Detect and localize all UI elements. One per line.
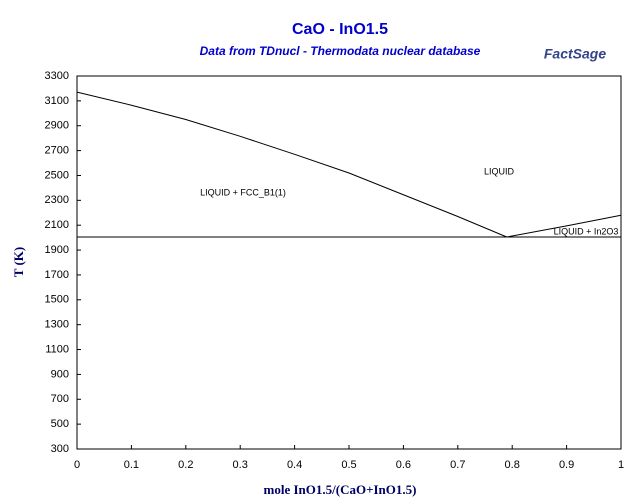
x-tick-label: 0.4: [287, 459, 302, 471]
x-tick-label: 0.5: [341, 459, 356, 471]
x-tick-label: 0.2: [178, 459, 193, 471]
y-tick-label: 3300: [45, 70, 69, 82]
y-tick-label: 1900: [45, 244, 69, 256]
plot-frame: [76, 75, 622, 450]
y-tick-label: 1500: [45, 294, 69, 306]
y-axis-label: T (K): [11, 247, 26, 277]
y-tick-label: 1300: [45, 319, 69, 331]
chart-title: CaO - InO1.5: [292, 21, 388, 38]
x-tick-label: 0.8: [505, 459, 520, 471]
y-tick-label: 900: [51, 368, 69, 380]
chart-subtitle: Data from TDnucl - Thermodata nuclear da…: [200, 44, 481, 58]
x-tick-label: 0.6: [396, 459, 411, 471]
x-tick-label: 0: [74, 459, 80, 471]
y-tick-label: 2300: [45, 194, 69, 206]
y-tick-label: 300: [51, 443, 69, 455]
x-tick-label: 1: [618, 459, 624, 471]
x-tick-label: 0.7: [450, 459, 465, 471]
y-tick-label: 1100: [45, 343, 69, 355]
phase-boundary: [76, 91, 507, 238]
region-label: LIQUID + FCC_B1(1): [200, 187, 286, 197]
x-axis-label: mole InO1.5/(CaO+InO1.5): [264, 482, 417, 497]
y-tick-label: 2700: [45, 145, 69, 157]
x-tick-label: 0.1: [124, 459, 139, 471]
y-tick-label: 1700: [45, 269, 69, 281]
y-tick-label: 3100: [45, 95, 69, 107]
x-tick-label: 0.9: [559, 459, 574, 471]
y-tick-label: 700: [51, 393, 69, 405]
y-tick-label: 2900: [45, 120, 69, 132]
logo: FactSage: [544, 46, 606, 62]
y-tick-label: 500: [51, 418, 69, 430]
x-tick-label: 0.3: [233, 459, 248, 471]
y-tick-label: 2500: [45, 169, 69, 181]
region-label: LIQUID: [484, 166, 515, 176]
y-tick-label: 2100: [45, 219, 69, 231]
phase-boundary: [506, 214, 622, 238]
region-label: LIQUID + In2O3: [554, 226, 619, 236]
